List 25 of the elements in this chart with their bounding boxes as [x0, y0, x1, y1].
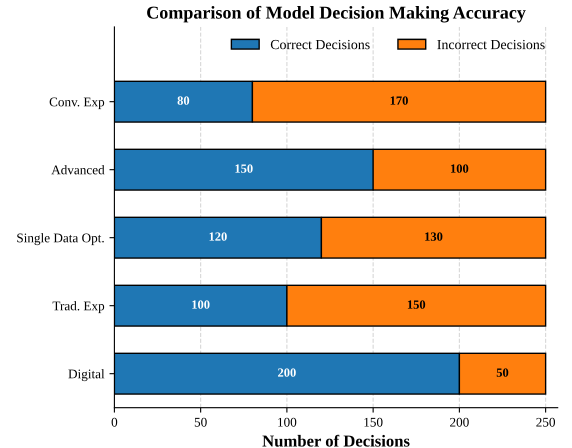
x-tick-label: 50	[194, 418, 207, 427]
x-tick-label: 250	[536, 418, 556, 427]
y-tick-label: Single Data Opt.	[17, 233, 104, 246]
data-label: 200	[278, 368, 296, 377]
data-label: 50	[496, 368, 508, 377]
x-tick-label: 100	[278, 418, 296, 427]
x-tick-label: 150	[364, 418, 383, 427]
x-tick-label: 0	[112, 418, 118, 427]
data-label: 130	[425, 232, 442, 241]
data-label: 100	[451, 164, 468, 173]
data-label: 150	[235, 164, 253, 173]
x-tick-label: 200	[450, 418, 469, 427]
y-tick-label: Trad. Exp	[52, 301, 104, 314]
legend-label: Incorrect Decisions	[437, 40, 545, 50]
y-tick-label: Conv. Exp	[50, 98, 104, 110]
x-axis-title: Number of Decisions	[262, 434, 410, 447]
data-label: 100	[192, 300, 210, 309]
data-label: 80	[178, 96, 190, 105]
y-tick-label: Advanced	[51, 165, 105, 174]
data-label: 170	[390, 96, 408, 105]
chart-title: Comparison of Model Decision Making Accuracy	[147, 6, 526, 23]
data-label: 150	[408, 300, 426, 309]
y-tick-label: Digital	[68, 369, 104, 382]
legend-label: Correct Decisions	[270, 40, 370, 50]
data-label: 120	[210, 232, 227, 241]
